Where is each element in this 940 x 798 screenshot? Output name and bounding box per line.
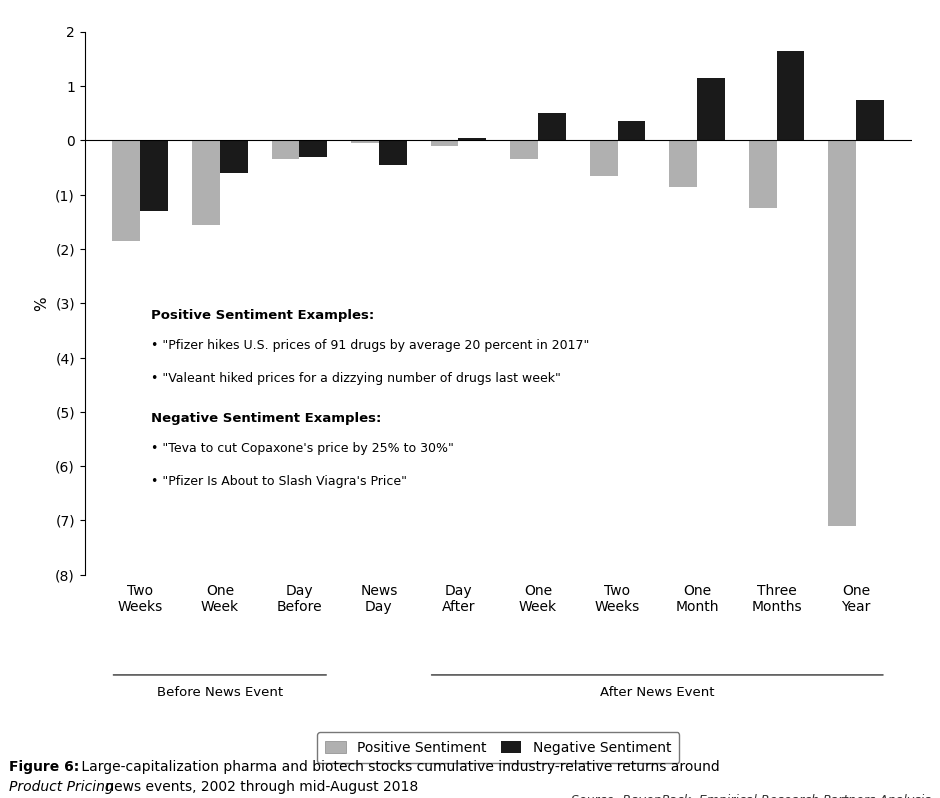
Bar: [113, 140, 140, 241]
Bar: [351, 140, 379, 143]
Text: Product Pricing: Product Pricing: [9, 780, 114, 795]
Bar: [272, 140, 299, 160]
Text: • "Pfizer hikes U.S. prices of 91 drugs by average 20 percent in 2017": • "Pfizer hikes U.S. prices of 91 drugs …: [150, 338, 589, 351]
Bar: [220, 140, 247, 173]
Bar: [140, 140, 168, 211]
Legend: Positive Sentiment, Negative Sentiment: Positive Sentiment, Negative Sentiment: [317, 733, 680, 763]
Text: • "Valeant hiked prices for a dizzying number of drugs last week": • "Valeant hiked prices for a dizzying n…: [150, 372, 560, 385]
Y-axis label: %: %: [35, 296, 50, 310]
Bar: [589, 140, 618, 176]
Bar: [379, 140, 407, 165]
Bar: [299, 140, 327, 156]
Bar: [192, 140, 220, 224]
Text: Source: RavenPack, Empirical Research Partners Analysis: Source: RavenPack, Empirical Research Pa…: [571, 794, 931, 798]
Bar: [431, 140, 459, 146]
Text: news events, 2002 through mid-August 2018: news events, 2002 through mid-August 201…: [101, 780, 417, 795]
Text: After News Event: After News Event: [600, 685, 714, 699]
Bar: [538, 113, 566, 140]
Text: Positive Sentiment Examples:: Positive Sentiment Examples:: [150, 309, 374, 322]
Bar: [618, 121, 646, 140]
Bar: [776, 51, 805, 140]
Bar: [669, 140, 697, 187]
Text: • "Teva to cut Copaxone's price by 25% to 30%": • "Teva to cut Copaxone's price by 25% t…: [150, 441, 453, 455]
Bar: [697, 78, 725, 140]
Text: Figure 6:: Figure 6:: [9, 760, 80, 774]
Bar: [749, 140, 776, 208]
Bar: [510, 140, 538, 160]
Text: Before News Event: Before News Event: [157, 685, 283, 699]
Bar: [856, 100, 884, 140]
Bar: [828, 140, 856, 526]
Text: Large-capitalization pharma and biotech stocks cumulative industry-relative retu: Large-capitalization pharma and biotech …: [77, 760, 720, 774]
Bar: [459, 138, 486, 140]
Text: Negative Sentiment Examples:: Negative Sentiment Examples:: [150, 412, 381, 425]
Text: • "Pfizer Is About to Slash Viagra's Price": • "Pfizer Is About to Slash Viagra's Pri…: [150, 476, 407, 488]
